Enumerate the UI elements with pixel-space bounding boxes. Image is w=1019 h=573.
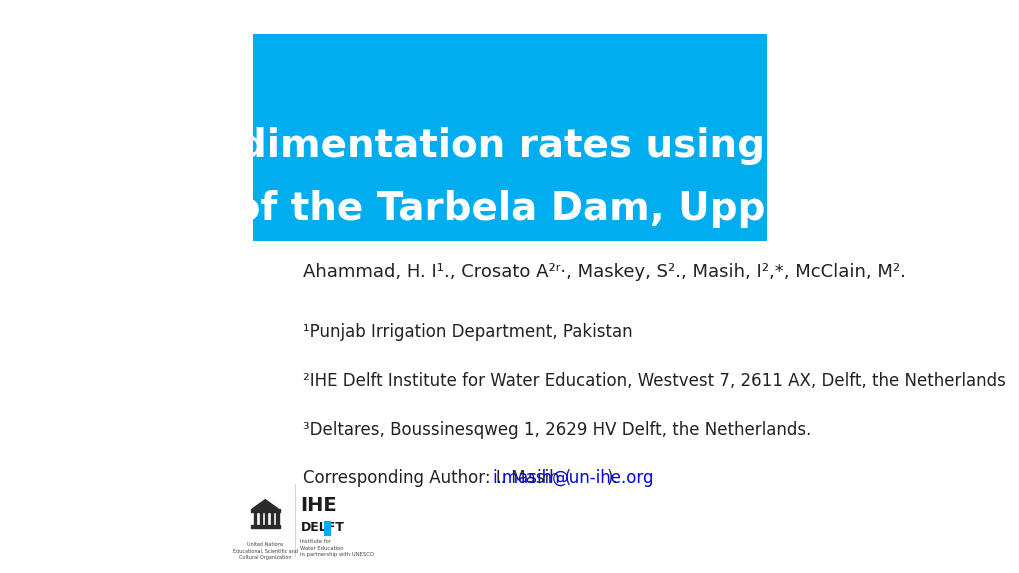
Bar <box>270 512 273 524</box>
Bar <box>276 512 278 524</box>
Text: Institute for
Water Education
in partnership with UNESCO: Institute for Water Education in partner… <box>301 539 374 558</box>
Text: ).: ). <box>606 469 619 488</box>
Text: IHE: IHE <box>301 496 336 515</box>
Text: United Nations
Educational, Scientific and
Cultural Organization: United Nations Educational, Scientific a… <box>232 542 298 560</box>
Text: ²IHE Delft Institute for Water Education, Westvest 7, 2611 AX, Delft, the Nether: ²IHE Delft Institute for Water Education… <box>303 372 1005 390</box>
Text: Simulation of sedimentation rates using the SWAT model: Simulation of sedimentation rates using … <box>0 127 1019 165</box>
FancyBboxPatch shape <box>253 34 766 241</box>
Bar <box>260 512 262 524</box>
Bar <box>324 521 330 536</box>
Polygon shape <box>252 500 278 509</box>
Text: i.masih@un-ihe.org: i.masih@un-ihe.org <box>492 469 654 488</box>
Text: DELFT: DELFT <box>301 521 344 533</box>
Bar <box>254 512 256 524</box>
Bar <box>251 509 279 512</box>
Text: Ahammad, H. I¹., Crosato A²ʳ⋅, Maskey, S²., Masih, I²,*, McClain, M².: Ahammad, H. I¹., Crosato A²ʳ⋅, Maskey, S… <box>303 263 905 281</box>
Bar <box>251 525 279 528</box>
Bar <box>265 512 267 524</box>
Text: Corresponding Author: I. Masih (: Corresponding Author: I. Masih ( <box>303 469 571 488</box>
Text: ¹Punjab Irrigation Department, Pakistan: ¹Punjab Irrigation Department, Pakistan <box>303 323 632 342</box>
Text: A case study of the Tarbela Dam, Upper Indus Basin: A case study of the Tarbela Dam, Upper I… <box>0 190 1019 228</box>
Text: ³Deltares, Boussinesqweg 1, 2629 HV Delft, the Netherlands.: ³Deltares, Boussinesqweg 1, 2629 HV Delf… <box>303 421 811 439</box>
